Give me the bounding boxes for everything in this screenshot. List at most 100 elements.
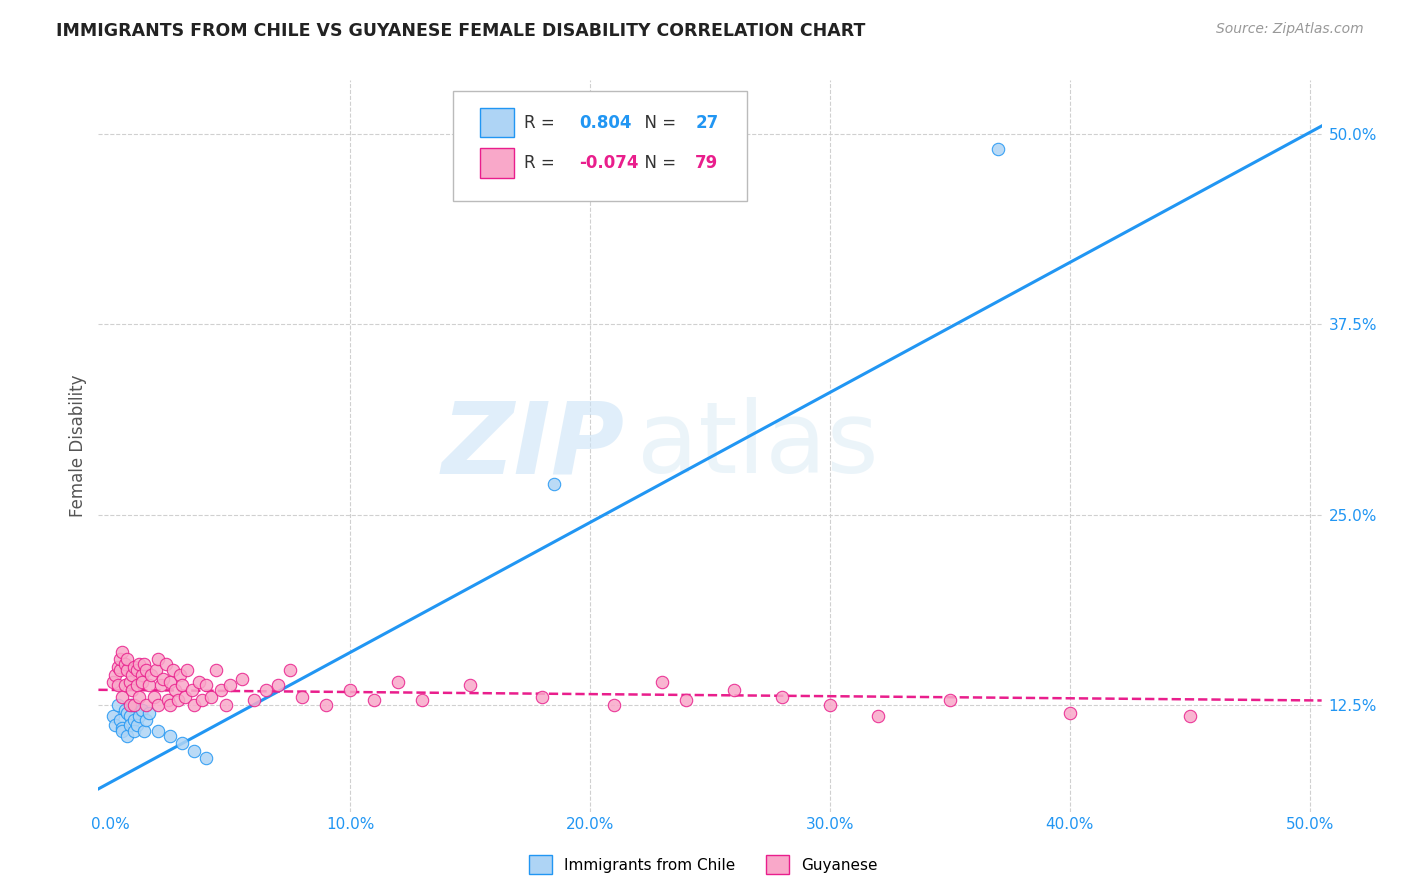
Text: N =: N = bbox=[634, 113, 682, 132]
Point bbox=[121, 667, 143, 681]
Point bbox=[723, 682, 745, 697]
Bar bbox=[479, 148, 515, 178]
Text: R =: R = bbox=[524, 113, 560, 132]
Legend: Immigrants from Chile, Guyanese: Immigrants from Chile, Guyanese bbox=[523, 849, 883, 880]
Point bbox=[315, 698, 337, 712]
Point bbox=[159, 698, 181, 712]
Point bbox=[169, 667, 191, 681]
Point bbox=[121, 682, 143, 697]
Point bbox=[176, 663, 198, 677]
Point bbox=[128, 690, 150, 705]
Point bbox=[183, 698, 205, 712]
Point bbox=[148, 698, 170, 712]
Text: 0.804: 0.804 bbox=[579, 113, 631, 132]
Point bbox=[987, 142, 1010, 156]
Point bbox=[138, 706, 160, 720]
Point bbox=[128, 708, 150, 723]
Text: -0.074: -0.074 bbox=[579, 154, 638, 172]
Point bbox=[132, 723, 155, 738]
Point bbox=[159, 675, 181, 690]
Point bbox=[118, 708, 141, 723]
Point bbox=[111, 690, 134, 705]
Point bbox=[363, 693, 385, 707]
Point bbox=[118, 675, 141, 690]
Point bbox=[152, 672, 174, 686]
Text: ZIP: ZIP bbox=[441, 398, 624, 494]
Point bbox=[172, 736, 194, 750]
Point bbox=[195, 751, 218, 765]
Text: Source: ZipAtlas.com: Source: ZipAtlas.com bbox=[1216, 22, 1364, 37]
Point bbox=[149, 678, 172, 692]
Text: N =: N = bbox=[634, 154, 682, 172]
Point bbox=[132, 657, 155, 671]
Point bbox=[651, 675, 673, 690]
Point bbox=[111, 723, 134, 738]
Point bbox=[115, 706, 138, 720]
Point bbox=[173, 690, 195, 705]
Point bbox=[209, 682, 232, 697]
Point bbox=[108, 663, 131, 677]
Point bbox=[531, 690, 554, 705]
Point bbox=[107, 698, 129, 712]
Point bbox=[166, 693, 188, 707]
Point bbox=[162, 663, 184, 677]
Y-axis label: Female Disability: Female Disability bbox=[69, 375, 87, 517]
Point bbox=[411, 693, 433, 707]
Point bbox=[214, 698, 236, 712]
Point bbox=[155, 657, 177, 671]
Point bbox=[159, 729, 181, 743]
Bar bbox=[479, 108, 515, 137]
Point bbox=[195, 678, 218, 692]
Point bbox=[111, 721, 134, 735]
Point bbox=[125, 718, 148, 732]
Point bbox=[818, 698, 841, 712]
Point bbox=[131, 703, 153, 717]
Text: IMMIGRANTS FROM CHILE VS GUYANESE FEMALE DISABILITY CORRELATION CHART: IMMIGRANTS FROM CHILE VS GUYANESE FEMALE… bbox=[56, 22, 866, 40]
Text: 79: 79 bbox=[696, 154, 718, 172]
Point bbox=[135, 663, 157, 677]
Point bbox=[291, 690, 314, 705]
Point bbox=[108, 714, 131, 728]
Point bbox=[1178, 708, 1201, 723]
Point bbox=[603, 698, 626, 712]
Point bbox=[104, 718, 127, 732]
Point bbox=[339, 682, 361, 697]
Point bbox=[107, 678, 129, 692]
Point bbox=[107, 660, 129, 674]
Point bbox=[939, 693, 962, 707]
Point bbox=[135, 714, 157, 728]
Point bbox=[278, 663, 301, 677]
Point bbox=[101, 675, 124, 690]
Point bbox=[115, 652, 138, 666]
Point bbox=[114, 703, 136, 717]
Point bbox=[114, 678, 136, 692]
Point bbox=[135, 698, 157, 712]
Point bbox=[125, 663, 148, 677]
Point bbox=[866, 708, 889, 723]
Point bbox=[156, 693, 179, 707]
Point bbox=[183, 744, 205, 758]
Point bbox=[243, 693, 266, 707]
Point bbox=[131, 675, 153, 690]
Point bbox=[231, 672, 253, 686]
Point bbox=[115, 663, 138, 677]
Point bbox=[675, 693, 697, 707]
Point bbox=[124, 723, 146, 738]
Point bbox=[254, 682, 277, 697]
Point bbox=[124, 660, 146, 674]
Point bbox=[118, 698, 141, 712]
Point bbox=[770, 690, 793, 705]
Point bbox=[205, 663, 228, 677]
Point bbox=[142, 690, 165, 705]
Text: 27: 27 bbox=[696, 113, 718, 132]
Point bbox=[387, 675, 409, 690]
Point bbox=[115, 729, 138, 743]
FancyBboxPatch shape bbox=[453, 91, 747, 201]
Text: atlas: atlas bbox=[637, 398, 879, 494]
Text: R =: R = bbox=[524, 154, 560, 172]
Point bbox=[141, 667, 163, 681]
Point bbox=[543, 477, 565, 491]
Point bbox=[181, 682, 204, 697]
Point bbox=[148, 652, 170, 666]
Point bbox=[131, 667, 153, 681]
